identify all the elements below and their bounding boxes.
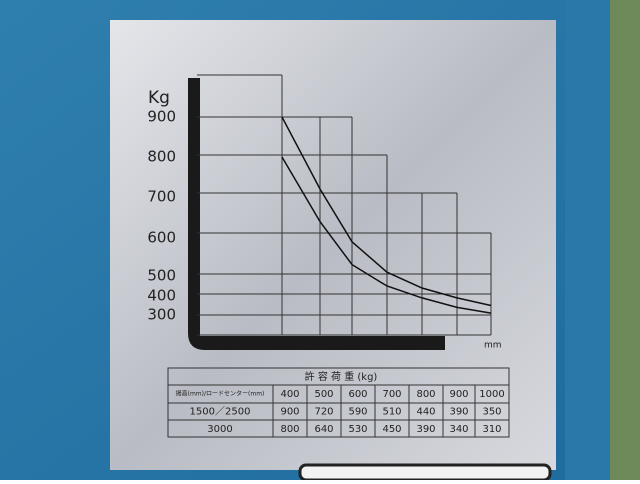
- y-tick-label: 400: [147, 287, 176, 305]
- plate: [110, 20, 556, 470]
- load-curve: [281, 156, 492, 314]
- table-header: 500: [314, 389, 333, 400]
- y-tick-label: 700: [147, 188, 176, 206]
- panel-edge: [565, 0, 610, 480]
- y-tick-label: 600: [147, 229, 176, 247]
- table-title: 許 容 荷 重 (kg): [305, 370, 378, 383]
- y-unit: Kg: [148, 88, 170, 108]
- table-cell: 350: [482, 407, 501, 418]
- x-unit: mm: [484, 341, 502, 351]
- table-cell: 590: [348, 407, 367, 418]
- load-curve: [281, 116, 492, 307]
- y-tick-label: 500: [147, 267, 176, 285]
- table-header: 800: [416, 389, 435, 400]
- table-lines: [167, 367, 510, 438]
- row-label: 3000: [207, 424, 232, 435]
- table-cell: 900: [280, 407, 299, 418]
- table-cell: 390: [449, 407, 468, 418]
- table-cell: 440: [416, 407, 435, 418]
- table-cell: 450: [382, 424, 401, 435]
- row-label: 1500／2500: [190, 406, 251, 418]
- table-header: 700: [382, 389, 401, 400]
- table-cell: 800: [280, 424, 299, 435]
- label-sticker: [298, 463, 552, 482]
- table-header: 600: [348, 389, 367, 400]
- y-tick-label: 300: [147, 306, 176, 324]
- table-cell: 510: [382, 407, 401, 418]
- table-cell: 390: [416, 424, 435, 435]
- y-tick-label: 900: [147, 108, 176, 126]
- table-cell: 340: [449, 424, 468, 435]
- table-cell: 530: [348, 424, 367, 435]
- table-header: 400: [280, 389, 299, 400]
- y-tick-label: 800: [147, 148, 176, 166]
- table-header: 900: [449, 389, 468, 400]
- table-cell: 720: [314, 407, 333, 418]
- table-cell: 310: [482, 424, 501, 435]
- grid: [197, 74, 492, 336]
- table-header: 1000: [479, 389, 504, 400]
- table-corner: 揚高(mm)/ロードセンター(mm): [176, 390, 265, 398]
- table-cell: 640: [314, 424, 333, 435]
